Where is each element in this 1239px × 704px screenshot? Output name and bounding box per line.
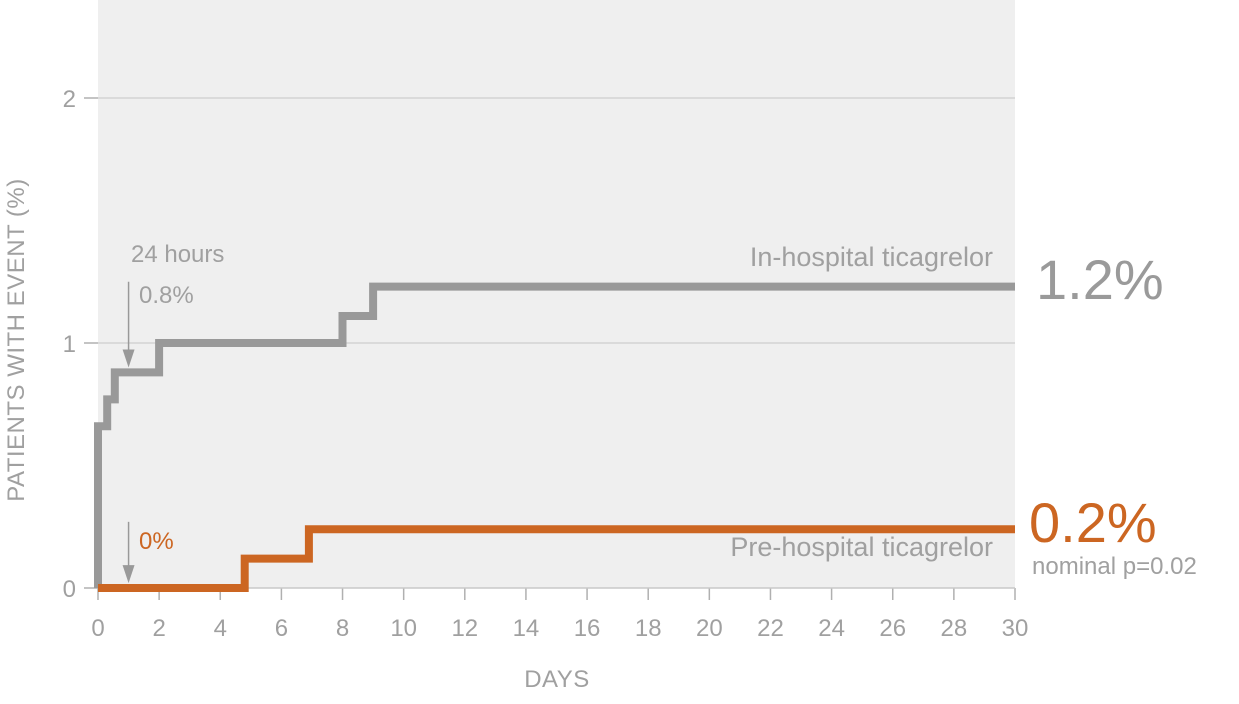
x-tick-label: 28 — [941, 615, 968, 642]
series-label-in-hospital: In-hospital ticagrelor — [750, 242, 993, 272]
arrow-head-pre-hospital — [122, 565, 135, 584]
x-tick-label: 26 — [879, 615, 906, 642]
x-tick-label: 2 — [152, 615, 165, 642]
x-tick-label: 18 — [635, 615, 662, 642]
x-tick-label: 14 — [513, 615, 540, 642]
series-line-in-hospital — [94, 282, 1015, 588]
x-tick-label: 30 — [1002, 615, 1029, 642]
plot-background — [98, 0, 1015, 588]
y-tick-label: 0 — [63, 576, 76, 603]
p-value-label: nominal p=0.02 — [1032, 553, 1197, 580]
annotation-in-hospital-24h: 0.8% — [139, 282, 194, 309]
y-axis-ticks: 0 1 2 — [63, 86, 98, 603]
x-axis-title: DAYS — [524, 666, 590, 693]
x-tick-label: 0 — [91, 615, 104, 642]
x-tick-label: 10 — [390, 615, 417, 642]
marker-24h-top — [122, 281, 135, 368]
x-tick-label: 22 — [757, 615, 784, 642]
final-value-in-hospital: 1.2% — [1036, 248, 1164, 311]
series-line-pre-hospital — [98, 525, 1015, 592]
x-tick-label: 8 — [336, 615, 349, 642]
x-tick-label: 16 — [574, 615, 601, 642]
x-tick-label: 12 — [451, 615, 478, 642]
x-tick-label: 24 — [818, 615, 845, 642]
annotation-pre-hospital-24h: 0% — [139, 528, 174, 555]
y-axis-title: PATIENTS WITH EVENT (%) — [3, 178, 30, 502]
annotation-24-hours: 24 hours — [131, 241, 224, 268]
final-value-pre-hospital: 0.2% — [1029, 491, 1157, 554]
y-tick-label: 1 — [63, 331, 76, 358]
x-tick-label: 6 — [275, 615, 288, 642]
marker-24h-bottom — [122, 521, 135, 584]
x-tick-label: 20 — [696, 615, 723, 642]
series-label-pre-hospital: Pre-hospital ticagrelor — [730, 532, 993, 562]
x-tick-label: 4 — [214, 615, 227, 642]
y-tick-label: 2 — [63, 86, 76, 113]
x-axis-ticks: 0 2 4 6 8 10 12 14 16 18 20 22 24 26 28 30 — [91, 588, 1028, 642]
arrow-head-in-hospital — [122, 349, 135, 368]
